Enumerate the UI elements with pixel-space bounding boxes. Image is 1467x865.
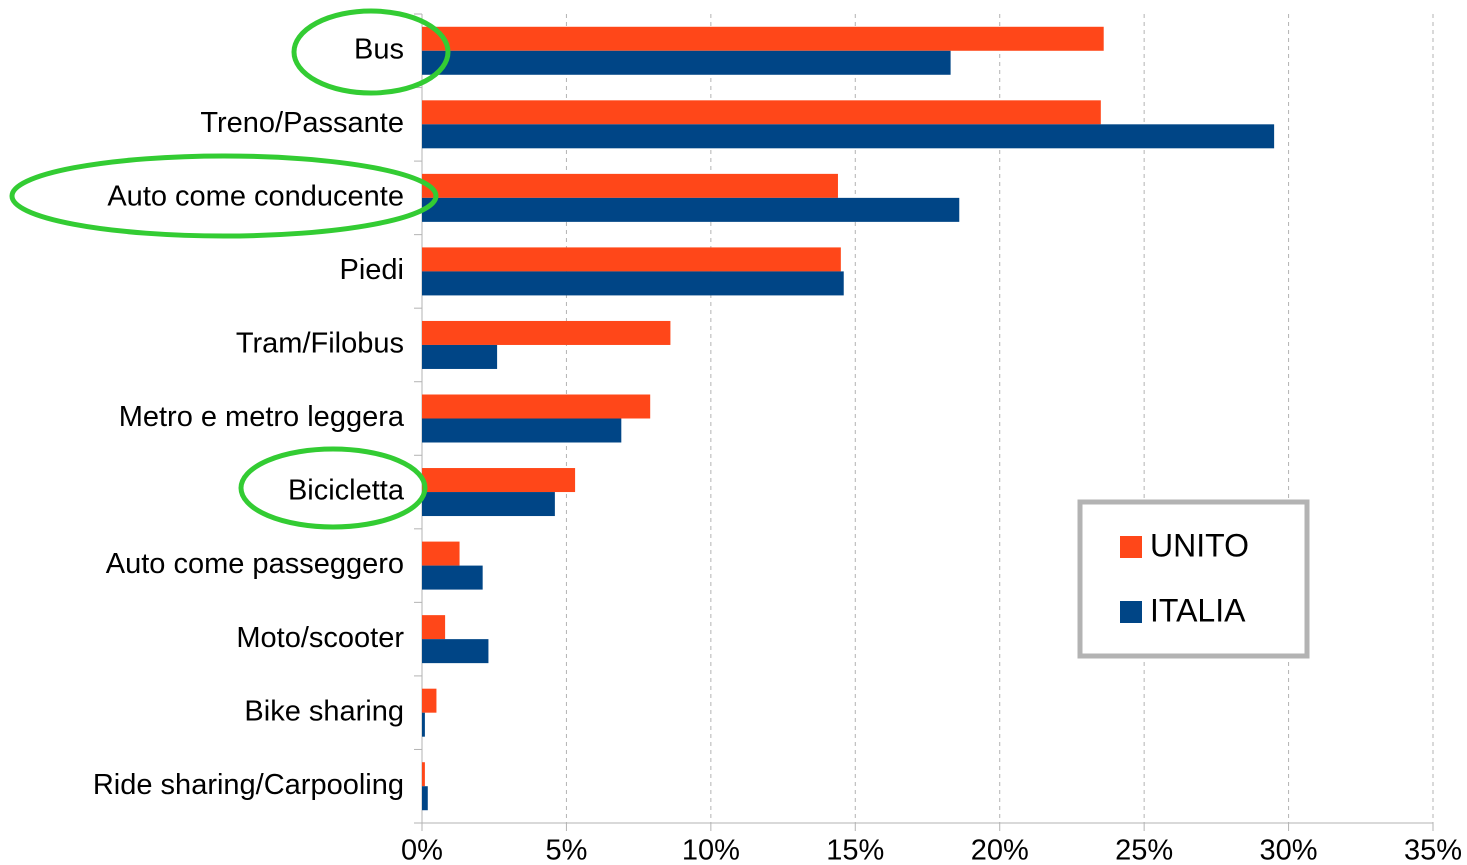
- highlight-ellipse: [9, 153, 439, 239]
- bar: [422, 468, 576, 493]
- y-tick-label: Bus: [354, 33, 404, 65]
- bar: [422, 124, 1275, 149]
- legend-box: [1077, 499, 1310, 659]
- bar: [422, 50, 951, 75]
- bar: [422, 271, 844, 296]
- y-tick-label: Piedi: [340, 254, 405, 286]
- x-tick-label: 20%: [971, 835, 1029, 865]
- y-tick-label: Ride sharing/Carpooling: [93, 769, 404, 801]
- y-tick-label: Auto come passeggero: [106, 548, 404, 580]
- bar: [422, 762, 425, 787]
- bar: [422, 786, 428, 811]
- bar: [422, 173, 838, 198]
- bar: [422, 320, 671, 345]
- x-tick-label: 35%: [1404, 835, 1462, 865]
- bar: [422, 344, 498, 369]
- x-tick-label: 10%: [682, 835, 740, 865]
- x-tick-label: 30%: [1260, 835, 1318, 865]
- y-tick-label: Bike sharing: [244, 695, 404, 727]
- bar: [422, 394, 651, 419]
- bar: [422, 100, 1101, 125]
- legend-label: ITALIA: [1150, 592, 1246, 628]
- bar: [422, 197, 960, 222]
- x-tick-label: 0%: [401, 835, 443, 865]
- y-tick-label: Metro e metro leggera: [119, 401, 405, 433]
- bar: [422, 688, 437, 713]
- y-tick-label: Auto come conducente: [107, 181, 404, 213]
- annotations: [9, 8, 451, 530]
- bar: [422, 712, 425, 737]
- bar: [422, 565, 483, 590]
- bar: [422, 541, 460, 566]
- legend-label: UNITO: [1150, 527, 1249, 563]
- legend: UNITO ITALIA: [1077, 499, 1310, 659]
- bar: [422, 26, 1104, 51]
- bar: [422, 639, 489, 664]
- y-tick-label: Treno/Passante: [200, 107, 404, 139]
- y-tick-label: Tram/Filobus: [236, 328, 404, 360]
- highlight-ellipse: [238, 446, 428, 530]
- bar: [422, 615, 446, 640]
- plot: 0% 5% 10% 15% 20% 25% 30% 35% Bus Treno/Passante A…: [93, 13, 1462, 865]
- legend-swatch: [1120, 536, 1142, 558]
- bar: [422, 492, 555, 517]
- legend-swatch: [1120, 601, 1142, 623]
- bar: [422, 247, 841, 272]
- highlight-ellipse: [291, 8, 451, 96]
- y-tick-label: Moto/scooter: [236, 622, 404, 654]
- x-tick-label: 15%: [826, 835, 884, 865]
- y-tick-label: Bicicletta: [288, 475, 405, 507]
- x-tick-label: 5%: [545, 835, 587, 865]
- bar: [422, 418, 622, 443]
- x-tick-label: 25%: [1115, 835, 1173, 865]
